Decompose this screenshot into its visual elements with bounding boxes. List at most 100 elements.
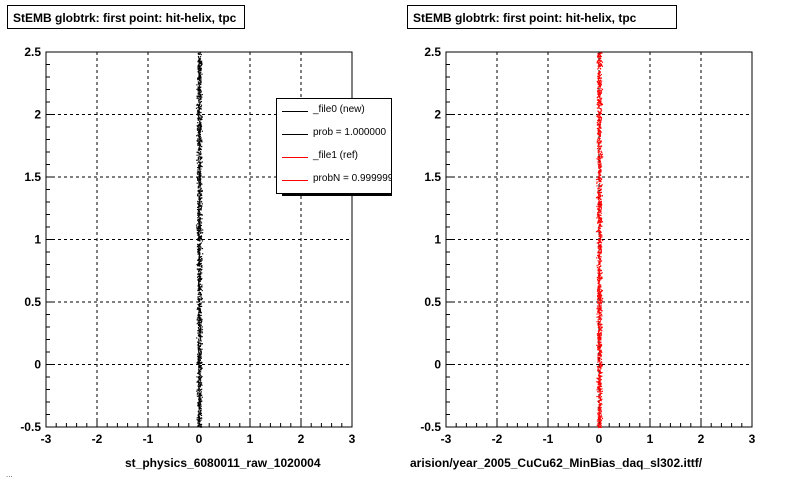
- scatter-point: [599, 178, 601, 180]
- scatter-point: [196, 418, 198, 421]
- scatter-point: [599, 370, 601, 372]
- scatter-point: [198, 295, 200, 298]
- scatter-point: [599, 305, 601, 307]
- scatter-point: [597, 197, 599, 199]
- scatter-point: [200, 231, 202, 233]
- scatter-point: [198, 284, 200, 286]
- scatter-point: [596, 290, 599, 292]
- scatter-point: [199, 414, 202, 416]
- scatter-point: [600, 77, 603, 79]
- scatter-point: [599, 292, 601, 294]
- scatter-point: [598, 290, 600, 292]
- scatter-point: [199, 381, 201, 383]
- scatter-point: [199, 163, 201, 165]
- scatter-point: [600, 328, 602, 330]
- scatter-point: [601, 299, 603, 301]
- scatter-point: [199, 148, 201, 150]
- scatter-point: [200, 368, 202, 370]
- scatter-point: [599, 352, 601, 355]
- scatter-point: [595, 231, 598, 233]
- scatter-point: [196, 395, 199, 397]
- scatter-point: [599, 423, 601, 425]
- scatter-point: [199, 188, 201, 191]
- scatter-point: [197, 360, 199, 362]
- scatter-point: [197, 68, 200, 70]
- scatter-point: [600, 405, 602, 407]
- scatter-point: [599, 163, 601, 165]
- scatter-point: [601, 315, 603, 317]
- scatter-point: [597, 189, 599, 192]
- y-tick-label: 1: [34, 233, 41, 247]
- scatter-point: [598, 205, 600, 207]
- scatter-point: [599, 253, 601, 255]
- scatter-point: [600, 293, 602, 295]
- scatter-point: [200, 362, 202, 364]
- scatter-point: [197, 117, 199, 119]
- scatter-point: [600, 155, 603, 157]
- scatter-point: [598, 228, 600, 231]
- scatter-point: [598, 312, 601, 314]
- scatter-point: [198, 181, 201, 184]
- scatter-point: [597, 395, 600, 398]
- scatter-point: [198, 200, 200, 203]
- scatter-point: [598, 323, 600, 325]
- scatter-point: [600, 131, 602, 134]
- scatter-point: [598, 221, 601, 223]
- scatter-point: [597, 187, 600, 189]
- scatter-point: [198, 136, 200, 138]
- right-x-axis-label: arision/year_2005_CuCu62_MinBias_daq_sl3…: [410, 456, 703, 470]
- scatter-point: [600, 249, 602, 251]
- scatter-point: [197, 289, 199, 292]
- scatter-point: [600, 241, 602, 243]
- scatter-point: [598, 288, 600, 290]
- scatter-point: [599, 52, 601, 54]
- scatter-point: [199, 357, 201, 359]
- scatter-point: [199, 410, 201, 412]
- scatter-point: [600, 265, 602, 267]
- scatter-point: [597, 292, 599, 295]
- legend[interactable]: _file0 (new) prob = 1.000000 _file1 (ref…: [276, 98, 392, 194]
- scatter-point: [597, 247, 599, 249]
- scatter-point: [196, 128, 198, 130]
- scatter-point: [597, 334, 599, 336]
- scatter-point: [600, 390, 602, 393]
- scatter-point: [600, 416, 602, 418]
- scatter-point: [197, 273, 199, 275]
- scatter-point: [199, 355, 201, 357]
- scatter-point: [600, 260, 602, 262]
- scatter-point: [598, 161, 600, 164]
- scatter-point: [598, 92, 601, 94]
- scatter-point: [599, 201, 601, 204]
- scatter-point: [599, 214, 601, 216]
- scatter-point: [599, 363, 601, 365]
- scatter-point: [596, 142, 598, 144]
- scatter-point: [599, 379, 601, 381]
- scatter-point: [600, 329, 602, 331]
- scatter-point: [597, 379, 599, 381]
- scatter-point: [598, 397, 600, 399]
- scatter-point: [599, 313, 601, 315]
- scatter-point: [198, 345, 201, 347]
- scatter-point: [198, 327, 200, 330]
- scatter-point: [198, 351, 200, 353]
- scatter-point: [199, 202, 201, 204]
- scatter-point: [599, 336, 601, 338]
- scatter-point: [598, 416, 600, 418]
- scatter-point: [597, 381, 599, 383]
- scatter-point: [601, 277, 603, 279]
- scatter-point: [200, 230, 202, 232]
- scatter-point: [198, 313, 200, 316]
- scatter-point: [198, 423, 201, 425]
- scatter-point: [199, 157, 202, 159]
- legend-swatch: [282, 111, 308, 112]
- scatter-point: [198, 71, 200, 74]
- scatter-point: [598, 241, 600, 243]
- scatter-point: [199, 307, 201, 309]
- scatter-point: [601, 157, 603, 159]
- scatter-point: [600, 233, 602, 236]
- scatter-point: [600, 338, 602, 340]
- scatter-point: [199, 383, 202, 385]
- y-tick-label: 1.5: [424, 170, 441, 184]
- scatter-point: [599, 103, 601, 105]
- scatter-point: [600, 166, 602, 168]
